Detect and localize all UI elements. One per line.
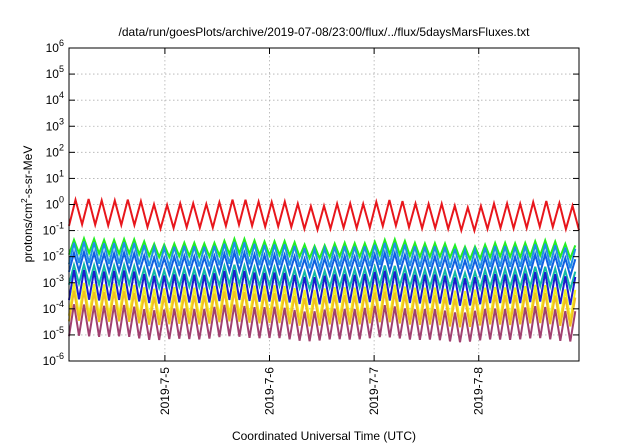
y-tick-label: 103 xyxy=(46,116,64,133)
y-tick-label-base: 10 xyxy=(43,224,57,238)
y-tick-label-base: 10 xyxy=(46,67,60,81)
y-tick-label-exponent: -4 xyxy=(56,299,64,309)
y-tick-label: 10-2 xyxy=(43,247,64,264)
y-tick-label-exponent: -5 xyxy=(56,325,64,335)
flux-series-line-5 xyxy=(68,260,577,294)
y-tick-label: 105 xyxy=(46,64,64,81)
y-tick-label-exponent: -3 xyxy=(56,273,64,283)
flux-series-line-2 xyxy=(68,235,577,263)
y-tick-label-exponent: 0 xyxy=(59,195,64,205)
flux-series-line-3 xyxy=(68,241,577,273)
y-tick-label: 10-5 xyxy=(43,325,64,342)
y-tick-label: 10-1 xyxy=(43,221,64,238)
y-tick-label-exponent: 1 xyxy=(59,168,64,178)
y-axis-label-base: protons/cm xyxy=(21,203,35,262)
y-tick-label: 10-3 xyxy=(43,273,64,290)
x-tick-label: 2019-7-5 xyxy=(158,367,172,415)
flux-series-line-4 xyxy=(68,248,577,281)
y-tick-label-exponent: 6 xyxy=(59,38,64,48)
y-tick-label-exponent: -1 xyxy=(56,221,64,231)
y-tick-label-exponent: -2 xyxy=(56,247,64,257)
y-axis-label: protons/cm2-s-sr-MeV xyxy=(19,146,35,263)
flux-series-line-1 xyxy=(68,195,580,235)
y-axis-label-sup: 2 xyxy=(19,198,29,203)
y-tick-label: 104 xyxy=(46,90,64,107)
y-tick-label-exponent: 3 xyxy=(59,116,64,126)
y-tick-label: 101 xyxy=(46,168,64,185)
y-tick-label-base: 10 xyxy=(46,93,60,107)
y-tick-label-base: 10 xyxy=(43,354,57,368)
y-tick-label: 10-6 xyxy=(43,351,64,368)
y-axis-label-rest: -s-sr-MeV xyxy=(21,146,35,199)
x-axis-label: Coordinated Universal Time (UTC) xyxy=(232,429,416,443)
y-tick-label-exponent: 5 xyxy=(59,64,64,74)
x-tick-label: 2019-7-8 xyxy=(472,367,486,415)
x-tick-label: 2019-7-7 xyxy=(367,367,381,415)
flux-series-line-8 xyxy=(68,290,577,328)
y-tick-label: 10-4 xyxy=(43,299,64,316)
y-tick-label-base: 10 xyxy=(46,145,60,159)
y-tick-label-base: 10 xyxy=(46,41,60,55)
y-tick-label-base: 10 xyxy=(46,119,60,133)
y-tick-label-exponent: 2 xyxy=(59,142,64,152)
flux-series-line-7 xyxy=(68,282,577,322)
axis-layer: 10-610-510-410-310-210-11001011021031041… xyxy=(43,38,579,415)
y-tick-label-base: 10 xyxy=(43,302,57,316)
y-tick-label-base: 10 xyxy=(43,328,57,342)
y-tick-label: 102 xyxy=(46,142,64,159)
y-tick-label-exponent: -6 xyxy=(56,351,64,361)
series-layer xyxy=(68,195,580,343)
flux-series-line-6 xyxy=(68,269,577,306)
y-tick-label-base: 10 xyxy=(46,198,60,212)
y-tick-label: 100 xyxy=(46,195,64,212)
y-tick-label-base: 10 xyxy=(46,171,60,185)
y-tick-label-base: 10 xyxy=(43,250,57,264)
flux-series-line-9 xyxy=(68,304,577,343)
y-tick-label: 106 xyxy=(46,38,64,55)
x-tick-label: 2019-7-6 xyxy=(263,367,277,415)
chart-title: /data/run/goesPlots/archive/2019-07-08/2… xyxy=(119,25,531,39)
y-tick-label-exponent: 4 xyxy=(59,90,64,100)
y-tick-label-base: 10 xyxy=(43,276,57,290)
